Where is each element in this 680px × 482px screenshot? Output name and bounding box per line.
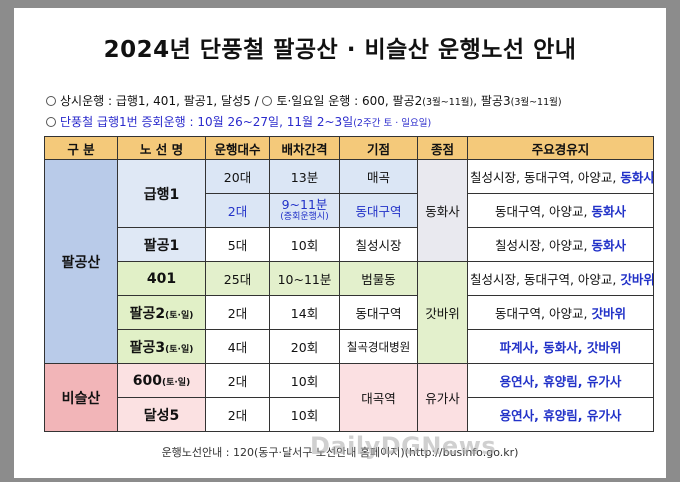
header-division: 구 분: [44, 136, 118, 160]
table-row: 달성5 2대 10회 용연사, 휴양림, 유가사: [45, 397, 654, 432]
interval-cell: 10~11분: [269, 261, 340, 296]
buses-cell: 4대: [205, 329, 270, 364]
foliage-extra-service-note: 단풍철 급행1번 증회운행 : 10월 26~27일, 11월 2~3일(2주간…: [46, 113, 431, 130]
buses-cell: 2대: [205, 363, 270, 398]
stops-cell: 칠성시장, 동대구역, 아양교, 동화사: [467, 159, 654, 194]
header-route: 노 선 명: [117, 136, 206, 160]
interval-cell: 10회: [269, 397, 340, 432]
table-row: 401 25대 10~11분 범물동 갓바위 칠성시장, 동대구역, 아양교, …: [45, 261, 654, 364]
watermark-logo: DailyDGNews: [310, 432, 497, 460]
group-palgong: 팔공산: [44, 159, 118, 364]
terminal-cell: 유가사: [417, 363, 468, 432]
origin-cell: 매곡: [339, 159, 418, 194]
terminal-cell: 동화사: [417, 159, 468, 262]
table-header-row: 구 분 노 선 명 운행대수 배차간격 기점 종점 주요경유지: [44, 136, 654, 160]
buses-cell: 25대: [205, 261, 270, 296]
interval-cell: 10회: [269, 363, 340, 398]
interval-cell: 13분: [269, 159, 340, 194]
table-row: 팔공2(토·일) 2대 14회 동대구역 동대구역, 아양교, 갓바위: [45, 295, 654, 330]
interval-cell: 14회: [269, 295, 340, 330]
stops-cell: 칠성시장, 아양교, 동화사: [467, 227, 654, 262]
origin-cell: 동대구역: [339, 295, 418, 330]
page-title: 2024년 단풍철 팔공산 · 비슬산 운행노선 안내: [103, 37, 577, 63]
stops-cell: 용연사, 휴양림, 유가사: [467, 363, 654, 398]
table-row: 팔공산 급행1 20대 13분 매곡 동화사 칠성시장, 동대구역, 아양교, …: [44, 159, 654, 364]
buses-cell: 20대: [205, 159, 270, 194]
stops-cell: 칠성시장, 동대구역, 아양교, 갓바위: [467, 261, 654, 296]
interval-cell: 10회: [269, 227, 340, 262]
route-table: 구 분 노 선 명 운행대수 배차간격 기점 종점 주요경유지 팔공산 급행1 …: [44, 136, 654, 432]
route-palgong1: 팔공1: [117, 227, 206, 262]
stops-cell: 동대구역, 아양교, 동화사: [467, 193, 654, 228]
origin-cell: 대곡역: [339, 363, 418, 432]
buses-cell: 5대: [205, 227, 270, 262]
header-interval: 배차간격: [269, 136, 340, 160]
stops-cell: 동대구역, 아양교, 갓바위: [467, 295, 654, 330]
circle-bullet-icon: [46, 117, 56, 127]
table-row: 2대 9~11분 (증회운행시) 동대구역 동대구역, 아양교, 동화사: [45, 193, 654, 228]
footer-info: 운행노선안내 : 120(동구·달서구 노선안내 홈페이지)(http://bu…: [161, 446, 519, 459]
table-row: 팔공1 5대 10회 칠성시장 칠성시장, 아양교, 동화사: [45, 227, 654, 262]
interval-cell: 9~11분 (증회운행시): [269, 193, 340, 228]
terminal-cell: 갓바위: [417, 261, 468, 364]
circle-bullet-icon: [46, 96, 56, 106]
interval-cell: 20회: [269, 329, 340, 364]
notice-sheet: 2024년 단풍철 팔공산 · 비슬산 운행노선 안내 상시운행 : 급행1, …: [14, 8, 666, 478]
route-401: 401: [117, 261, 206, 296]
route-palgong3: 팔공3(토·일): [117, 329, 206, 364]
circle-bullet-icon: [262, 96, 273, 106]
stops-cell: 용연사, 휴양림, 유가사: [467, 397, 654, 432]
origin-cell: 칠곡경대병원: [339, 329, 418, 364]
header-origin: 기점: [339, 136, 418, 160]
stops-cell: 파계사, 동화사, 갓바위: [467, 329, 654, 364]
buses-cell: 2대: [205, 295, 270, 330]
group-biseul: 비슬산: [44, 363, 118, 432]
header-buses: 운행대수: [205, 136, 270, 160]
route-dalseong5: 달성5: [117, 397, 206, 432]
header-terminal: 종점: [417, 136, 468, 160]
table-row: 비슬산 600(토·일) 2대 10회 대곡역 유가사 용연사, 휴양림, 유가…: [44, 363, 654, 432]
route-express1: 급행1: [117, 159, 206, 228]
origin-cell: 칠성시장: [339, 227, 418, 262]
route-palgong2: 팔공2(토·일): [117, 295, 206, 330]
regular-service-note: 상시운행 : 급행1, 401, 팔공1, 달성5 / 토·일요일 운행 : 6…: [46, 92, 562, 109]
buses-cell: 2대: [205, 193, 270, 228]
buses-cell: 2대: [205, 397, 270, 432]
origin-cell: 범물동: [339, 261, 418, 296]
origin-cell: 동대구역: [339, 193, 418, 228]
header-stops: 주요경유지: [467, 136, 654, 160]
table-row: 팔공3(토·일) 4대 20회 칠곡경대병원 파계사, 동화사, 갓바위: [45, 329, 654, 364]
route-600: 600(토·일): [117, 363, 206, 398]
